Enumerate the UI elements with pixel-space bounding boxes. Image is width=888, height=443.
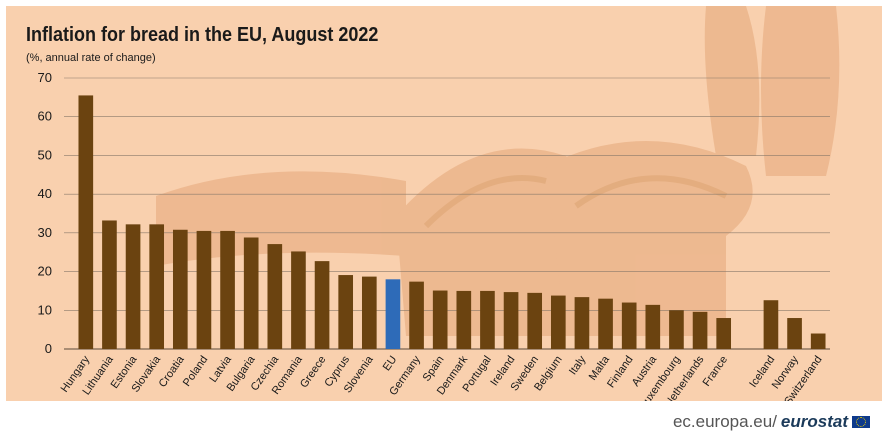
bar-denmark [456,290,472,349]
y-tick-label: 10 [38,302,52,317]
bar-norway [787,318,802,349]
bar-cyprus [338,275,354,349]
x-tick-label-france: France [701,354,730,389]
bar-hungary [78,95,94,350]
y-tick-label: 30 [38,225,52,240]
bar-switzerland [810,333,826,349]
bar-netherlands [692,311,708,349]
bar-luxembourg [669,310,684,349]
x-axis-labels: HungaryLithuaniaEstoniaSlovakiaCroatiaPo… [59,353,825,401]
bread-background-illustration [156,6,840,336]
eurostat-logo-text[interactable]: eurostat [780,412,848,431]
bar-romania [291,251,306,349]
bar-finland [621,302,637,349]
bar-eu [385,279,401,349]
bar-iceland [763,300,779,349]
bar-lithuania [102,220,117,349]
chart-title: Inflation for bread in the EU, August 20… [26,24,379,46]
y-tick-label: 60 [38,109,52,124]
bar-austria [645,304,661,349]
y-tick-label: 70 [38,70,52,85]
bar-poland [196,230,212,349]
x-tick-label-italy: Italy [567,353,589,377]
x-tick-label-eu: EU [381,354,400,373]
y-tick-label: 50 [38,147,52,162]
bar-malta [598,298,613,349]
footer: ec.europa.eu/eurostat [673,412,870,432]
y-axis-ticks: 0 10 20 30 40 50 60 70 [38,70,52,356]
chart-panel: Inflation for bread in the EU, August 20… [6,6,882,401]
y-tick-label: 40 [38,186,52,201]
bar-latvia [220,230,235,349]
y-tick-label: 20 [38,264,52,279]
bar-ireland [503,292,519,349]
gridlines [64,77,830,350]
bar-spain [432,290,448,349]
bar-portugal [480,290,495,349]
bar-france [716,318,732,349]
bar-czechia [267,244,283,349]
bar-slovenia [361,276,377,349]
footer-url[interactable]: ec.europa.eu/ [672,412,777,431]
bar-croatia [172,229,188,349]
chart-subtitle: (%, annual rate of change) [26,52,156,64]
bar-slovakia [149,224,165,349]
bar-chart: 0 10 20 30 40 50 60 70 HungaryLithuaniaEstoniaS… [38,70,830,401]
y-tick-label: 0 [45,341,52,356]
bar-belgium [550,295,566,349]
x-tick-label-poland: Poland [181,354,210,389]
bars [78,95,826,350]
bar-italy [574,297,590,349]
bar-germany [409,281,424,349]
eu-flag-icon [852,416,870,428]
bar-sweden [527,292,543,349]
bar-estonia [125,224,141,349]
bar-bulgaria [243,237,259,349]
bar-greece [314,261,330,349]
